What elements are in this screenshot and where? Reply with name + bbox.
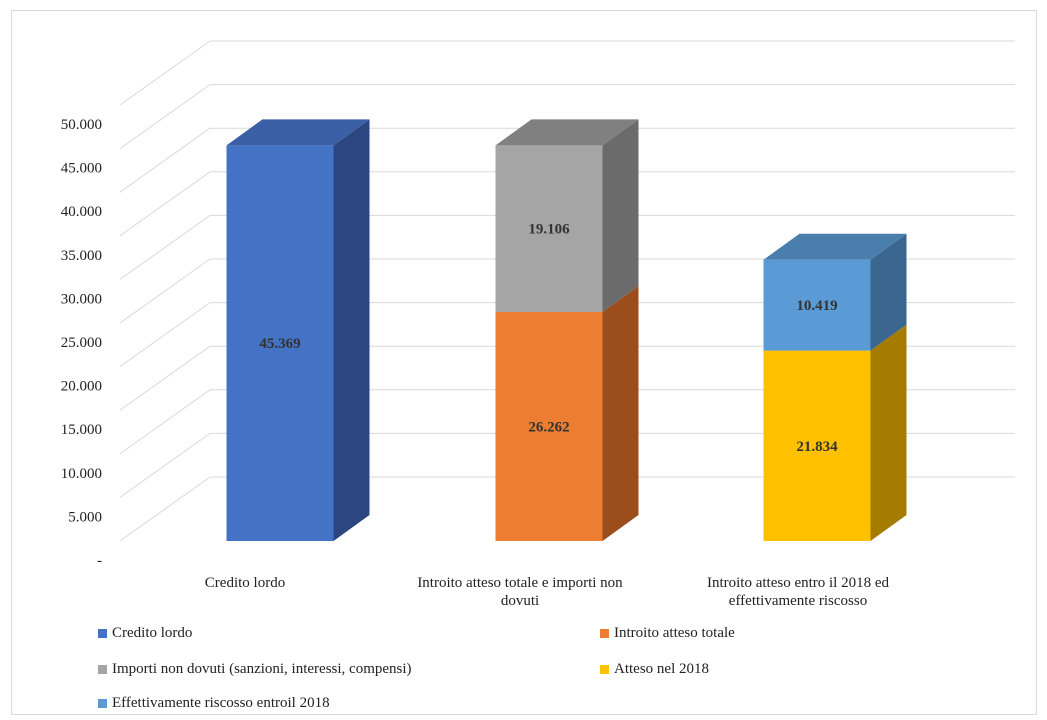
y-tick-label: 45.000 — [61, 161, 102, 177]
gridline-diagonal — [119, 40, 211, 106]
bar-side — [602, 285, 639, 541]
gridline-diagonal — [119, 345, 211, 411]
x-axis-categories: Credito lordo Introito atteso totale e im… — [205, 575, 890, 609]
legend-label: Atteso nel 2018 — [614, 661, 709, 677]
bar-top — [226, 119, 370, 146]
bars: 45.369 26.262 19.106 21.834 10.419 — [226, 119, 907, 541]
bar-segment — [495, 145, 603, 312]
legend-item: Introito atteso totale — [600, 625, 735, 642]
y-tick-label: 10.000 — [61, 466, 102, 482]
y-tick-label: - — [97, 553, 102, 569]
gridline-diagonal — [119, 476, 211, 542]
y-tick-label: 5.000 — [68, 509, 102, 525]
category-label: Credito lordo — [205, 575, 285, 591]
legend-label: Credito lordo — [112, 625, 193, 641]
y-tick-label: 50.000 — [61, 117, 102, 133]
legend-item: Effettivamente riscosso entroil 2018 — [98, 695, 330, 712]
legend-item: Importi non dovuti (sanzioni, interessi,… — [98, 661, 412, 678]
category-label: Introito atteso entro il 2018 ed — [707, 575, 890, 591]
gridline-diagonal — [119, 389, 211, 455]
chart-frame — [11, 10, 1037, 715]
y-tick-label: 20.000 — [61, 379, 102, 395]
legend-swatch — [98, 665, 107, 674]
legend-item: Atteso nel 2018 — [600, 661, 709, 678]
bar-top — [495, 119, 639, 146]
category-label: effettivamente riscosso — [729, 593, 867, 609]
y-tick-label: 40.000 — [61, 204, 102, 220]
bar-side — [333, 119, 370, 541]
bar-segment — [763, 350, 871, 541]
bar-side — [870, 233, 907, 351]
bar-segment — [495, 311, 603, 541]
bar-side — [602, 119, 639, 312]
data-label: 26.262 — [528, 419, 569, 435]
data-label: 19.106 — [528, 222, 570, 238]
category-label: dovuti — [501, 593, 539, 609]
y-tick-label: 15.000 — [61, 422, 102, 438]
y-axis-ticks: - 5.000 10.000 15.000 20.000 25.000 30.000 35.0… — [61, 117, 102, 569]
legend-swatch — [98, 629, 107, 638]
gridline-diagonal — [119, 258, 211, 324]
legend-item: Credito lordo — [98, 625, 192, 642]
data-label: 45.369 — [259, 336, 300, 352]
gridline-diagonal — [119, 214, 211, 280]
bar-segment — [226, 145, 334, 541]
legend-swatch — [98, 699, 107, 708]
gridline-diagonal — [119, 171, 211, 237]
y-tick-label: 35.000 — [61, 248, 102, 264]
bar-side — [870, 324, 907, 541]
bar-segment — [763, 259, 871, 351]
y-tick-label: 25.000 — [61, 335, 102, 351]
gridline-diagonal — [119, 127, 211, 193]
legend-swatch — [600, 665, 609, 674]
y-tick-label: 30.000 — [61, 291, 102, 307]
data-label: 10.419 — [796, 298, 837, 314]
gridline-diagonal — [119, 84, 211, 150]
legend-label: Introito atteso totale — [614, 625, 735, 641]
gridline-diagonal — [119, 432, 211, 498]
data-label: 21.834 — [796, 439, 838, 455]
category-label: Introito atteso totale e importi non — [417, 575, 623, 591]
legend-label: Effettivamente riscosso entroil 2018 — [112, 695, 330, 711]
legend-swatch — [600, 629, 609, 638]
bar-top — [763, 233, 907, 260]
legend-label: Importi non dovuti (sanzioni, interessi,… — [112, 661, 412, 677]
gridline-diagonal — [119, 302, 211, 368]
